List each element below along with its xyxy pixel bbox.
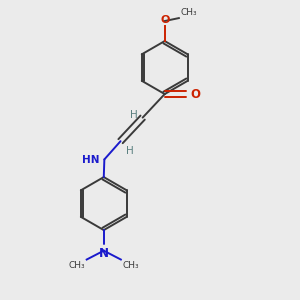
Text: H: H [130, 110, 137, 120]
Text: O: O [160, 15, 169, 25]
Text: CH₃: CH₃ [123, 261, 139, 270]
Text: O: O [190, 88, 200, 100]
Text: CH₃: CH₃ [68, 261, 85, 270]
Text: HN: HN [82, 155, 100, 165]
Text: N: N [99, 247, 109, 260]
Text: H: H [126, 146, 134, 157]
Text: CH₃: CH₃ [180, 8, 197, 16]
